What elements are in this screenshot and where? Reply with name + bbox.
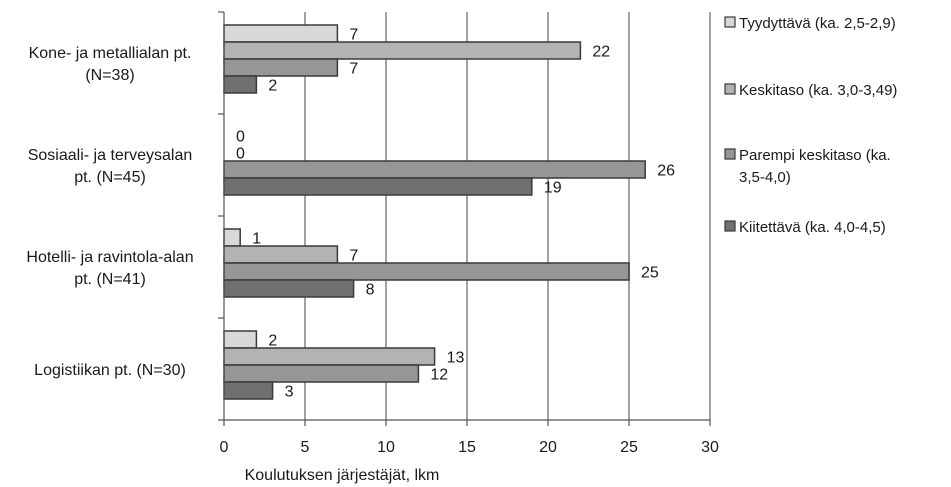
- legend-swatch: [724, 83, 736, 95]
- legend-label: Keskitaso (ka. 3,0-3,49): [739, 82, 897, 99]
- category-label: pt. (N=45): [74, 169, 146, 186]
- x-tick-label: 30: [701, 439, 719, 456]
- x-tick-label: 10: [377, 439, 395, 456]
- category-label: Hotelli- ja ravintola-alan: [26, 249, 193, 266]
- x-tick-label: 5: [301, 439, 310, 456]
- legend-swatch: [724, 220, 736, 232]
- bar: [223, 262, 630, 281]
- data-label: 26: [657, 163, 675, 180]
- bar: [223, 347, 436, 366]
- x-tick-label: 25: [620, 439, 638, 456]
- data-label: 0: [236, 146, 245, 163]
- bar: [223, 41, 582, 60]
- bar: [223, 245, 339, 264]
- data-label: 2: [268, 78, 277, 95]
- bar: [223, 364, 420, 383]
- data-label: 1: [252, 231, 261, 248]
- x-tick-label: 0: [220, 439, 229, 456]
- axes: [218, 11, 711, 426]
- bar: [223, 75, 258, 94]
- data-label: 7: [349, 61, 358, 78]
- legend-label: Parempi keskitaso (ka.: [739, 147, 891, 164]
- legend: Tyydyttävä (ka. 2,5-2,9) Keskitaso (ka. 3…: [724, 15, 897, 236]
- data-label: 22: [592, 44, 610, 61]
- legend-label: 3,5-4,0): [739, 169, 791, 186]
- data-label: 7: [349, 248, 358, 265]
- data-label: 19: [544, 180, 562, 197]
- bar: [223, 177, 533, 196]
- x-tick-label: 20: [539, 439, 557, 456]
- bar: [223, 279, 355, 298]
- data-label: 25: [641, 265, 659, 282]
- bars: [223, 24, 646, 400]
- legend-swatch: [724, 16, 736, 28]
- legend-swatch: [724, 148, 736, 160]
- bar: [223, 330, 258, 349]
- category-label: Kone- ja metallialan pt.: [29, 45, 192, 62]
- bar: [223, 228, 241, 247]
- x-axis-title: Koulutuksen järjestäjät, lkm: [245, 467, 440, 484]
- data-label: 7: [349, 27, 358, 44]
- data-label: 13: [447, 350, 465, 367]
- data-label: 0: [236, 129, 245, 146]
- category-label: (N=38): [85, 67, 134, 84]
- bar: [223, 160, 646, 179]
- legend-label: Kiitettävä (ka. 4,0-4,5): [739, 219, 886, 236]
- bar: [223, 381, 274, 400]
- data-label: 2: [268, 333, 277, 350]
- legend-label: Tyydyttävä (ka. 2,5-2,9): [739, 15, 896, 32]
- bar: [223, 58, 339, 77]
- x-tick-label: 15: [458, 439, 476, 456]
- category-label: pt. (N=41): [74, 271, 146, 288]
- bar: [223, 24, 339, 43]
- category-label: Sosiaali- ja terveysalan: [28, 147, 193, 164]
- data-label: 8: [366, 282, 375, 299]
- data-label: 3: [285, 384, 294, 401]
- data-label: 12: [430, 367, 448, 384]
- category-label: Logistiikan pt. (N=30): [34, 362, 186, 379]
